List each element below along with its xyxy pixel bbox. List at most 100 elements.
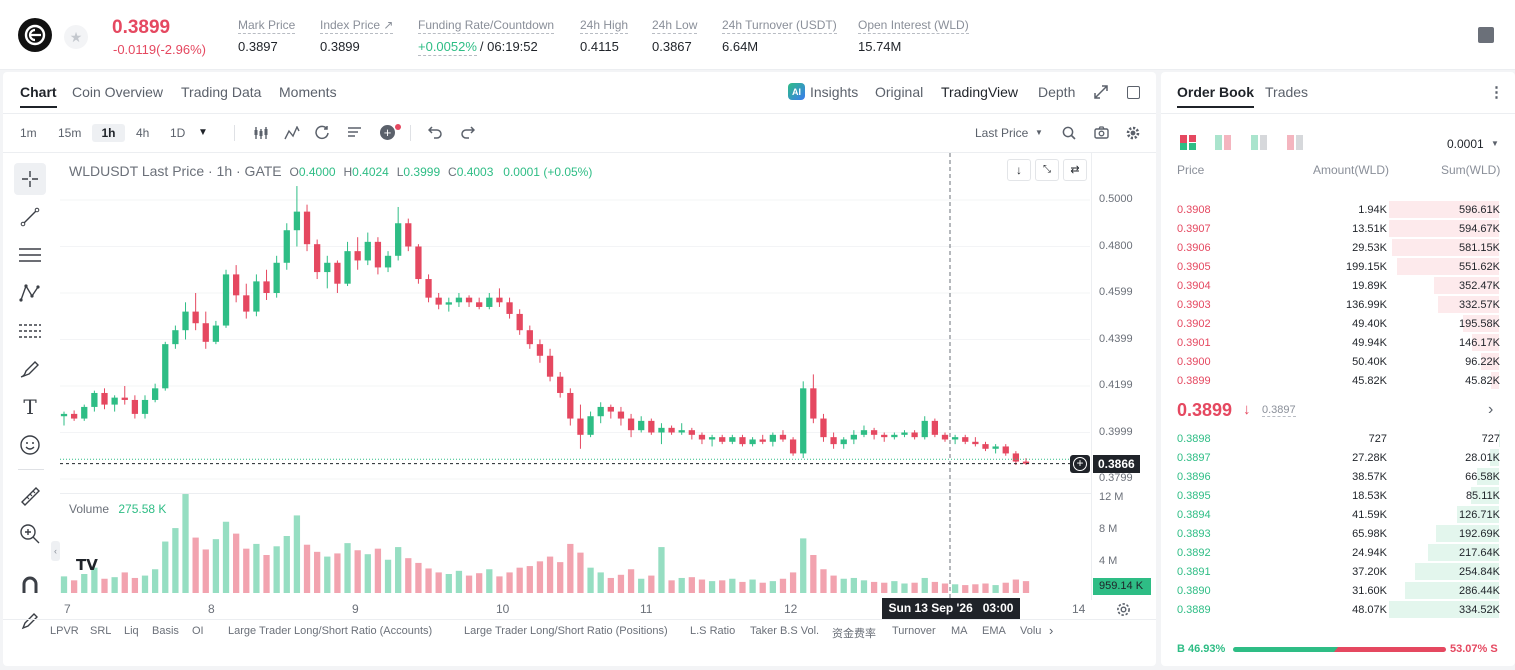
more-icon[interactable]: ⋮ xyxy=(1489,84,1504,101)
chevron-right-icon[interactable]: › xyxy=(1049,623,1054,638)
replay-icon[interactable] xyxy=(315,125,330,140)
orderbook-row[interactable]: 0.3901 49.94K 146.17K xyxy=(1167,333,1505,352)
search-icon[interactable] xyxy=(1062,126,1076,140)
indicator-6[interactable]: Large Trader Long/Short Ratio (Positions… xyxy=(464,625,668,637)
orderbook-row[interactable]: 0.3890 31.60K 286.44K xyxy=(1167,581,1505,600)
brush-tool-icon[interactable] xyxy=(14,353,46,385)
pane-separator[interactable] xyxy=(60,493,1092,494)
timeframe-dropdown-icon[interactable]: ▼ xyxy=(198,127,208,138)
timeframe-1m[interactable]: 1m xyxy=(20,126,37,140)
candle-body xyxy=(202,323,209,342)
emoji-tool-icon[interactable] xyxy=(14,429,46,461)
scroll-down-icon[interactable]: ↓ xyxy=(1007,159,1031,181)
indicator-3[interactable]: Basis xyxy=(152,625,179,637)
orderbook-row[interactable]: 0.3897 27.28K 28.01K xyxy=(1167,448,1505,467)
chevron-down-icon[interactable]: ▼ xyxy=(1035,128,1043,137)
tab-moments[interactable]: Moments xyxy=(279,84,337,100)
indicator-8[interactable]: Taker B.S Vol. xyxy=(750,625,820,637)
view-both-alt-icon[interactable] xyxy=(1215,135,1231,150)
undo-icon[interactable] xyxy=(428,126,443,139)
orderbook-row[interactable]: 0.3899 45.82K 45.82K xyxy=(1167,371,1505,390)
ruler-tool-icon[interactable] xyxy=(14,480,46,512)
orderbook-row[interactable]: 0.3900 50.40K 96.22K xyxy=(1167,352,1505,371)
timeframe-4h[interactable]: 4h xyxy=(136,126,150,140)
tab-order-book[interactable]: Order Book xyxy=(1177,84,1255,108)
trend-line-tool-icon[interactable] xyxy=(14,201,46,233)
collapse-toolbar-icon[interactable]: ‹ xyxy=(51,541,60,561)
tab-depth[interactable]: Depth xyxy=(1038,84,1076,100)
text-tool-icon[interactable]: T xyxy=(23,395,37,419)
orderbook-row[interactable]: 0.3907 13.51K 594.67K xyxy=(1167,219,1505,238)
chevron-down-icon[interactable]: ▼ xyxy=(1491,139,1499,148)
orderbook-row[interactable]: 0.3908 1.94K 596.61K xyxy=(1167,200,1505,219)
indicator-0[interactable]: LPVR xyxy=(50,625,79,637)
tab-trades[interactable]: Trades xyxy=(1265,84,1309,100)
orderbook-row[interactable]: 0.3892 24.94K 217.64K xyxy=(1167,543,1505,562)
add-alert-icon[interactable]: + xyxy=(380,125,395,140)
orderbook-row[interactable]: 0.3889 48.07K 334.52K xyxy=(1167,600,1505,619)
view-both-icon[interactable] xyxy=(1180,135,1196,150)
orderbook-row[interactable]: 0.3898 727 727 xyxy=(1167,429,1505,448)
zoom-in-tool-icon[interactable] xyxy=(14,518,46,550)
view-asks-icon[interactable] xyxy=(1287,135,1303,150)
timeframe-15m[interactable]: 15m xyxy=(58,126,82,140)
precision-select[interactable]: 0.0001 xyxy=(1447,137,1484,151)
orderbook-row[interactable]: 0.3904 19.89K 352.47K xyxy=(1167,276,1505,295)
orderbook-row[interactable]: 0.3895 18.53K 85.11K xyxy=(1167,486,1505,505)
tab-chart[interactable]: Chart xyxy=(20,84,57,108)
indicator-4[interactable]: OI xyxy=(192,625,204,637)
add-order-button[interactable]: + xyxy=(1070,455,1090,473)
candlestick-chart[interactable] xyxy=(60,153,1090,600)
tab-trading-data[interactable]: Trading Data xyxy=(181,84,262,100)
chevron-right-icon[interactable]: › xyxy=(1488,401,1494,418)
timeframe-1d[interactable]: 1D xyxy=(170,126,186,140)
timeframe-1h[interactable]: 1h xyxy=(92,124,125,142)
notes-icon[interactable] xyxy=(1478,27,1494,43)
indicator-5[interactable]: Large Trader Long/Short Ratio (Accounts) xyxy=(228,625,433,637)
template-icon[interactable] xyxy=(347,126,362,139)
orderbook-row[interactable]: 0.3903 136.99K 332.57K xyxy=(1167,295,1505,314)
tab-original[interactable]: Original xyxy=(875,84,924,100)
indicator-7[interactable]: L.S Ratio xyxy=(690,625,736,637)
compress-icon[interactable]: ⤡ xyxy=(1035,159,1059,181)
crosshair-tool-icon[interactable] xyxy=(14,163,46,195)
funding-rate: +0.0052% xyxy=(418,39,477,56)
orderbook-row[interactable]: 0.3891 37.20K 254.84K xyxy=(1167,562,1505,581)
favorite-star-icon[interactable]: ★ xyxy=(64,25,88,49)
tab-insights[interactable]: Insights xyxy=(810,84,859,100)
indicators-icon[interactable] xyxy=(284,126,300,140)
orderbook-row[interactable]: 0.3893 65.98K 192.69K xyxy=(1167,524,1505,543)
orderbook-row[interactable]: 0.3896 38.57K 66.58K xyxy=(1167,467,1505,486)
indicator-13[interactable]: Volu xyxy=(1020,625,1042,637)
tradingview-logo-icon[interactable]: 𝗧𝗩 xyxy=(76,556,98,574)
window-icon[interactable] xyxy=(1127,86,1140,99)
indicator-11[interactable]: MA xyxy=(951,625,968,637)
magnet-tool-icon[interactable] xyxy=(14,569,46,601)
indicator-2[interactable]: Liq xyxy=(124,625,139,637)
fib-tool-icon[interactable] xyxy=(14,315,46,347)
chart-settings-icon[interactable] xyxy=(1116,602,1131,617)
expand-icon[interactable] xyxy=(1094,85,1108,99)
chart-canvas[interactable] xyxy=(60,153,1092,600)
orderbook-row[interactable]: 0.3894 41.59K 126.71K xyxy=(1167,505,1505,524)
camera-icon[interactable] xyxy=(1094,126,1109,139)
orderbook-row[interactable]: 0.3902 49.40K 195.58K xyxy=(1167,314,1505,333)
indicator-12[interactable]: EMA xyxy=(982,625,1006,637)
tab-tradingview[interactable]: TradingView xyxy=(941,84,1019,100)
price-type-select[interactable]: Last Price xyxy=(975,126,1029,140)
indicator-1[interactable]: SRL xyxy=(90,625,112,637)
candle-type-icon[interactable] xyxy=(253,126,269,140)
tab-coin-overview[interactable]: Coin Overview xyxy=(72,84,164,100)
gear-icon[interactable] xyxy=(1126,126,1140,140)
horizontal-lines-tool-icon[interactable] xyxy=(14,239,46,271)
redo-icon[interactable] xyxy=(460,126,475,139)
orderbook-row[interactable]: 0.3906 29.53K 581.15K xyxy=(1167,238,1505,257)
pattern-tool-icon[interactable] xyxy=(14,277,46,309)
candle-body xyxy=(141,399,149,414)
pencil-tool-icon[interactable] xyxy=(14,605,46,637)
view-bids-icon[interactable] xyxy=(1251,135,1267,150)
indicator-9[interactable]: 资金费率 xyxy=(832,628,876,640)
orderbook-row[interactable]: 0.3905 199.15K 551.62K xyxy=(1167,257,1505,276)
reset-view-icon[interactable]: ⇄ xyxy=(1063,159,1087,181)
indicator-10[interactable]: Turnover xyxy=(892,625,936,637)
